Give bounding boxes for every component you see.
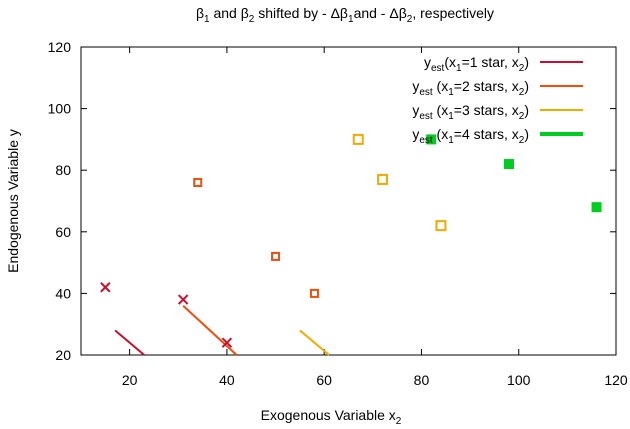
legend-text-mid: =2 stars, x: [454, 78, 519, 94]
series-4-point: [591, 202, 602, 213]
series-1-point: [221, 337, 233, 348]
y-tick-label: 100: [48, 101, 72, 117]
legend-text-open: (x: [433, 126, 449, 142]
legend-text-x2sub: 2: [519, 135, 525, 146]
legend-text-x1sub: 1: [448, 111, 454, 122]
series-1-point-stroke-b: [221, 337, 233, 348]
title-sub-4: 2: [407, 14, 413, 25]
series-1-point: [177, 294, 189, 305]
legend-text-close: ): [524, 126, 529, 142]
series-2-point: [309, 288, 319, 298]
y-tick-label: 80: [55, 162, 71, 178]
legend-text-mid: =3 stars, x: [454, 102, 519, 118]
legend-text-est: est: [419, 87, 433, 98]
y-tick-label: 60: [55, 224, 71, 240]
series-1-point-stroke-b: [100, 282, 111, 293]
plot-frame: [80, 46, 617, 356]
legend-text-x1sub: 1: [456, 63, 462, 74]
series-4-point: [426, 134, 437, 145]
series-1-point-stroke-b: [177, 294, 189, 305]
legend-text-x2sub: 2: [519, 111, 525, 122]
x-axis-ticks: 20 40 60 80 100 120: [122, 47, 628, 388]
legend-text-y: y: [412, 126, 419, 142]
title-sub-2: 2: [249, 14, 255, 25]
legend-text-y: y: [412, 102, 419, 118]
series-4-point: [504, 159, 514, 170]
title-and-2: and - Δβ: [354, 5, 407, 21]
y-tick-label: 20: [55, 347, 71, 363]
legend: yest(x1=1 star, x2)yest (x1=2 stars, x2)…: [412, 54, 583, 146]
legend-text-mid: =1 star, x: [462, 54, 519, 70]
legend-text-mid: =4 stars, x: [454, 126, 519, 142]
series-1-point: [100, 282, 111, 293]
series-3-point: [435, 220, 447, 232]
x-axis-label: Exogenous Variable x2: [261, 407, 402, 427]
legend-text-x1sub: 1: [448, 87, 454, 98]
x-axis-label-sub: 2: [396, 416, 402, 427]
x-tick-label: 120: [604, 372, 628, 388]
legend-text-open: (x: [433, 102, 449, 118]
title-and: and: [210, 5, 241, 21]
legend-label-1: yest(x1=1 star, x2): [424, 54, 529, 74]
legend-text-y: y: [424, 54, 431, 70]
series-3-line: [299, 329, 330, 356]
series-2-line: [182, 304, 238, 356]
chart-title: β1 and β2 shifted by - Δβ1and - Δβ2, res…: [196, 5, 494, 25]
x-tick-label: 80: [414, 372, 430, 388]
series-points: [100, 133, 602, 348]
series-2-point: [193, 178, 203, 188]
series-2-point: [271, 251, 281, 261]
y-tick-label: 40: [55, 285, 71, 301]
legend-text-close: ): [524, 78, 529, 94]
y-tick-label: 120: [48, 39, 72, 55]
series-1-line: [114, 329, 145, 356]
x-tick-label: 100: [507, 372, 531, 388]
y-axis-label: Endogenous Variable y: [5, 129, 21, 273]
title-mid: shifted by - Δβ: [254, 5, 348, 21]
series-lines: [114, 304, 330, 356]
title-end: , respectively: [412, 5, 494, 21]
legend-text-close: ): [524, 102, 529, 118]
series-3-point: [352, 133, 364, 145]
legend-text-est: est: [431, 63, 445, 74]
legend-text-y: y: [412, 78, 419, 94]
title-sub-3: 1: [348, 14, 354, 25]
legend-text-est: est: [419, 111, 433, 122]
legend-text-x2sub: 2: [519, 63, 525, 74]
legend-text-x2sub: 2: [519, 87, 525, 98]
title-beta-2: β: [241, 5, 249, 21]
x-tick-label: 20: [122, 372, 138, 388]
x-axis-label-main: Exogenous Variable x: [261, 407, 396, 423]
series-3-point: [377, 173, 389, 185]
title-sub-1: 1: [204, 14, 210, 25]
y-axis-ticks: 20 40 60 80 100 120: [48, 39, 616, 363]
legend-text-open: (x: [433, 78, 449, 94]
legend-text-x1sub: 1: [448, 135, 454, 146]
legend-label-2: yest (x1=2 stars, x2): [412, 78, 529, 98]
legend-text-est: est: [419, 135, 433, 146]
x-tick-label: 60: [316, 372, 332, 388]
legend-text-open: (x: [444, 54, 456, 70]
legend-label-4: yest (x1=4 stars, x2): [412, 126, 529, 146]
legend-label-3: yest (x1=3 stars, x2): [412, 102, 529, 122]
legend-text-close: ): [524, 54, 529, 70]
x-tick-label: 40: [219, 372, 235, 388]
title-beta-1: β: [196, 5, 204, 21]
